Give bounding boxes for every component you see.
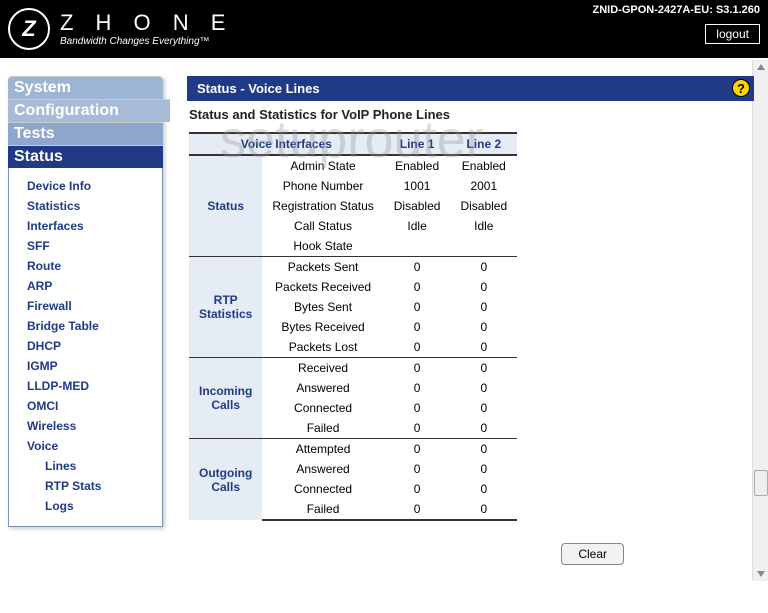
row-label: Received (262, 358, 383, 379)
cell-line2: 0 (450, 358, 517, 379)
nav-tab-tests[interactable]: Tests (8, 122, 163, 145)
cell-line2: Idle (450, 216, 517, 236)
section-label: OutgoingCalls (189, 439, 262, 521)
row-label: Answered (262, 378, 383, 398)
row-label: Connected (262, 479, 383, 499)
sidebar-item-bridge-table[interactable]: Bridge Table (9, 316, 162, 336)
row-label: Answered (262, 459, 383, 479)
sidebar-item-lldp-med[interactable]: LLDP-MED (9, 376, 162, 396)
row-label: Attempted (262, 439, 383, 460)
cell-line2: 0 (450, 459, 517, 479)
status-submenu: Device InfoStatisticsInterfacesSFFRouteA… (8, 168, 163, 527)
cell-line2: 0 (450, 317, 517, 337)
section-label: RTPStatistics (189, 257, 262, 358)
cell-line1: 0 (384, 479, 451, 499)
row-label: Bytes Sent (262, 297, 383, 317)
cell-line2: 0 (450, 277, 517, 297)
cell-line2: 0 (450, 439, 517, 460)
cell-line1: 0 (384, 358, 451, 379)
help-icon[interactable]: ? (732, 79, 750, 97)
cell-line1: Disabled (384, 196, 451, 216)
sidebar-subitem-rtp-stats[interactable]: RTP Stats (9, 476, 162, 496)
cell-line2: 0 (450, 479, 517, 499)
cell-line1: Idle (384, 216, 451, 236)
logout-button[interactable]: logout (705, 24, 760, 44)
row-label: Packets Sent (262, 257, 383, 278)
row-label: Connected (262, 398, 383, 418)
cell-line1: 0 (384, 337, 451, 358)
sidebar-subitem-lines[interactable]: Lines (9, 456, 162, 476)
sidebar-item-device-info[interactable]: Device Info (9, 176, 162, 196)
cell-line1: 0 (384, 257, 451, 278)
sidebar-item-sff[interactable]: SFF (9, 236, 162, 256)
sidebar-item-igmp[interactable]: IGMP (9, 356, 162, 376)
voice-lines-table: Voice Interfaces Line 1 Line 2 StatusAdm… (189, 132, 517, 521)
cell-line1: 0 (384, 378, 451, 398)
clear-button[interactable]: Clear (561, 543, 624, 565)
section-label: IncomingCalls (189, 358, 262, 439)
main-content: Status - Voice Lines ? Status and Statis… (187, 76, 760, 573)
cell-line1: 0 (384, 398, 451, 418)
sidebar-subitem-logs[interactable]: Logs (9, 496, 162, 516)
cell-line1: 0 (384, 418, 451, 439)
side-navigation: System Configuration Tests Status Device… (8, 76, 163, 573)
table-header-line1: Line 1 (384, 133, 451, 155)
device-id-label: ZNID-GPON-2427A-EU: S3.1.260 (593, 4, 761, 16)
nav-tab-status[interactable]: Status (8, 145, 163, 168)
row-label: Call Status (262, 216, 383, 236)
row-label: Failed (262, 418, 383, 439)
cell-line1: 1001 (384, 176, 451, 196)
cell-line2: 0 (450, 418, 517, 439)
sidebar-item-wireless[interactable]: Wireless (9, 416, 162, 436)
page-title: Status - Voice Lines (197, 81, 320, 96)
header-bar: Z Z H O N E Bandwidth Changes Everything… (0, 0, 768, 58)
cell-line2: 2001 (450, 176, 517, 196)
zhone-logo-icon: Z (8, 8, 50, 50)
cell-line1: 0 (384, 297, 451, 317)
brand-name: Z H O N E (60, 11, 233, 35)
sidebar-item-interfaces[interactable]: Interfaces (9, 216, 162, 236)
sidebar-item-omci[interactable]: OMCI (9, 396, 162, 416)
cell-line2: 0 (450, 398, 517, 418)
sidebar-item-statistics[interactable]: Statistics (9, 196, 162, 216)
sidebar-item-firewall[interactable]: Firewall (9, 296, 162, 316)
row-label: Hook State (262, 236, 383, 257)
cell-line1: 0 (384, 439, 451, 460)
row-label: Admin State (262, 155, 383, 176)
nav-tab-configuration[interactable]: Configuration (8, 99, 170, 122)
sidebar-item-arp[interactable]: ARP (9, 276, 162, 296)
page-title-bar: Status - Voice Lines ? (187, 76, 754, 101)
cell-line1: 0 (384, 277, 451, 297)
row-label: Bytes Received (262, 317, 383, 337)
cell-line2: 0 (450, 499, 517, 520)
cell-line2: 0 (450, 378, 517, 398)
row-label: Packets Received (262, 277, 383, 297)
cell-line2 (450, 236, 517, 257)
brand-tagline: Bandwidth Changes Everything™ (60, 36, 233, 47)
cell-line2: 0 (450, 257, 517, 278)
logo-area: Z Z H O N E Bandwidth Changes Everything… (8, 8, 233, 50)
cell-line2: Enabled (450, 155, 517, 176)
cell-line1 (384, 236, 451, 257)
cell-line1: Enabled (384, 155, 451, 176)
table-header-line2: Line 2 (450, 133, 517, 155)
table-header-interfaces: Voice Interfaces (189, 133, 384, 155)
cell-line2: 0 (450, 297, 517, 317)
page-subtitle: Status and Statistics for VoIP Phone Lin… (187, 101, 754, 132)
nav-tab-system[interactable]: System (8, 76, 163, 99)
section-label: Status (189, 155, 262, 257)
sidebar-item-route[interactable]: Route (9, 256, 162, 276)
row-label: Phone Number (262, 176, 383, 196)
cell-line1: 0 (384, 459, 451, 479)
sidebar-item-voice[interactable]: Voice (9, 436, 162, 456)
brand-text: Z H O N E Bandwidth Changes Everything™ (60, 11, 233, 46)
row-label: Failed (262, 499, 383, 520)
cell-line2: Disabled (450, 196, 517, 216)
row-label: Packets Lost (262, 337, 383, 358)
cell-line1: 0 (384, 317, 451, 337)
sidebar-item-dhcp[interactable]: DHCP (9, 336, 162, 356)
cell-line1: 0 (384, 499, 451, 520)
row-label: Registration Status (262, 196, 383, 216)
cell-line2: 0 (450, 337, 517, 358)
